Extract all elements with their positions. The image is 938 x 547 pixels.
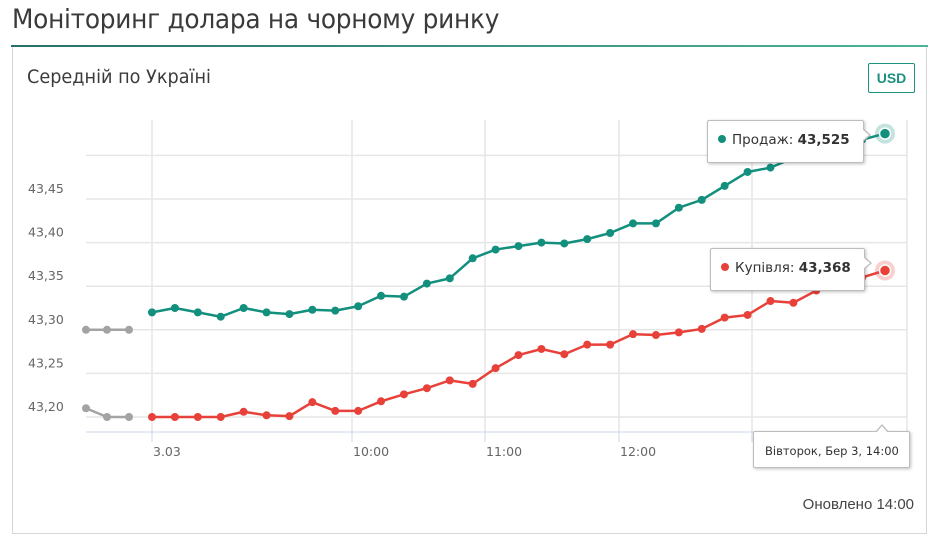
- tooltip-sell: Продаж: 43,525: [707, 120, 871, 163]
- svg-text:43,20: 43,20: [28, 399, 64, 414]
- svg-text:43,40: 43,40: [28, 225, 64, 240]
- svg-text:12:00: 12:00: [620, 444, 656, 459]
- tooltip-sell-value: 43,525: [797, 132, 850, 148]
- sell-dot-icon: [718, 135, 726, 143]
- chart-series: [82, 123, 895, 421]
- tooltip-buy-value: 43,368: [798, 260, 851, 276]
- tooltip-sell-label: Продаж:: [732, 132, 794, 148]
- svg-text:43,45: 43,45: [28, 181, 64, 196]
- tooltip-buy: Купівля: 43,368: [710, 248, 872, 291]
- svg-text:43,35: 43,35: [28, 268, 64, 283]
- tooltip-arrow-icon: [875, 424, 889, 433]
- svg-text:43,25: 43,25: [28, 355, 64, 370]
- updated-timestamp: Оновлено 14:00: [802, 496, 914, 513]
- buy-dot-icon: [721, 263, 729, 271]
- y-axis-labels: 43,20 43,25 43,30 43,35 43,40 43,45: [28, 181, 64, 414]
- title-divider: [11, 45, 928, 47]
- svg-text:10:00: 10:00: [353, 444, 389, 459]
- tooltip-date: Вівторок, Бер 3, 14:00: [753, 424, 910, 468]
- tooltip-date-text: Вівторок, Бер 3, 14:00: [765, 444, 899, 458]
- tooltip-arrow-icon: [862, 128, 871, 142]
- card-title: Середній по Україні: [27, 66, 211, 88]
- tooltip-buy-label: Купівля:: [735, 260, 795, 276]
- currency-usd-button[interactable]: USD: [868, 63, 915, 93]
- page-title: Моніторинг долара на чорному ринку: [12, 4, 500, 35]
- svg-text:3.03: 3.03: [153, 444, 181, 459]
- x-axis-labels: 3.03 10:00 11:00 12:00: [153, 444, 656, 459]
- tooltip-arrow-icon: [863, 256, 872, 270]
- svg-text:11:00: 11:00: [486, 444, 522, 459]
- svg-text:43,30: 43,30: [28, 312, 64, 327]
